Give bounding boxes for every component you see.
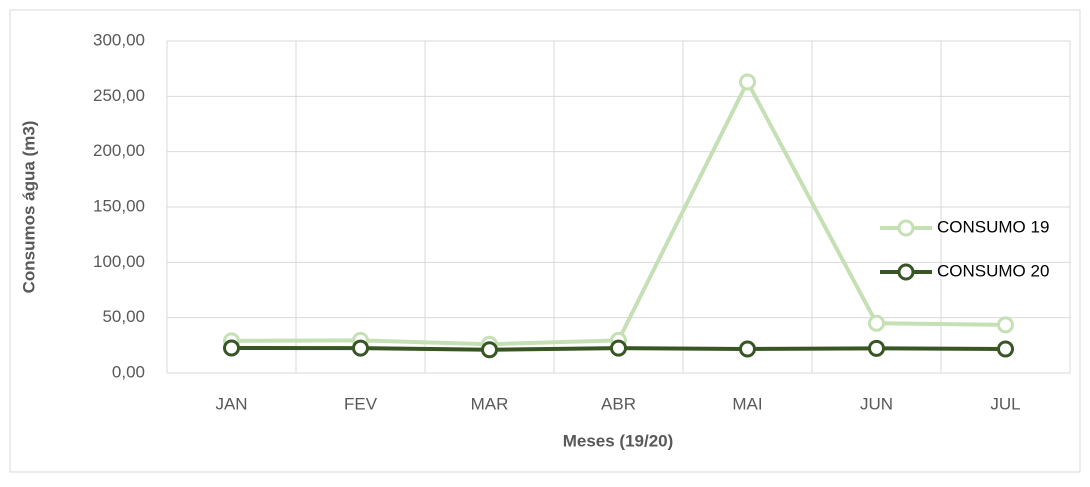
- y-tick-label: 100,00: [93, 252, 145, 271]
- x-tick-label: JAN: [215, 394, 247, 413]
- y-tick-label: 250,00: [93, 86, 145, 105]
- y-axis-title: Consumos água (m3): [19, 121, 38, 294]
- chart-border: [9, 9, 1081, 473]
- marker: [868, 339, 885, 357]
- x-tick-label: JUN: [860, 394, 893, 413]
- marker: [739, 73, 756, 91]
- y-tick-label: 50,00: [102, 307, 145, 326]
- x-tick-label: MAI: [732, 394, 762, 413]
- legend-marker: [897, 219, 915, 237]
- x-tick-label: FEV: [344, 394, 378, 413]
- x-tick-label: ABR: [601, 394, 636, 413]
- marker: [997, 316, 1014, 334]
- marker: [610, 339, 627, 357]
- legend-marker: [897, 263, 915, 281]
- marker: [481, 341, 498, 359]
- legend-label: CONSUMO 19: [937, 217, 1049, 236]
- marker: [352, 339, 369, 357]
- x-axis-title: Meses (19/20): [563, 431, 674, 450]
- marker: [223, 339, 240, 357]
- legend-label: CONSUMO 20: [937, 261, 1049, 280]
- y-tick-label: 150,00: [93, 196, 145, 215]
- marker: [868, 314, 885, 332]
- x-tick-label: MAR: [471, 394, 509, 413]
- y-tick-label: 200,00: [93, 141, 145, 160]
- y-tick-label: 300,00: [93, 30, 145, 49]
- marker: [739, 340, 756, 358]
- x-tick-label: JUL: [990, 394, 1020, 413]
- marker: [997, 340, 1014, 358]
- y-tick-label: 0,00: [112, 362, 145, 381]
